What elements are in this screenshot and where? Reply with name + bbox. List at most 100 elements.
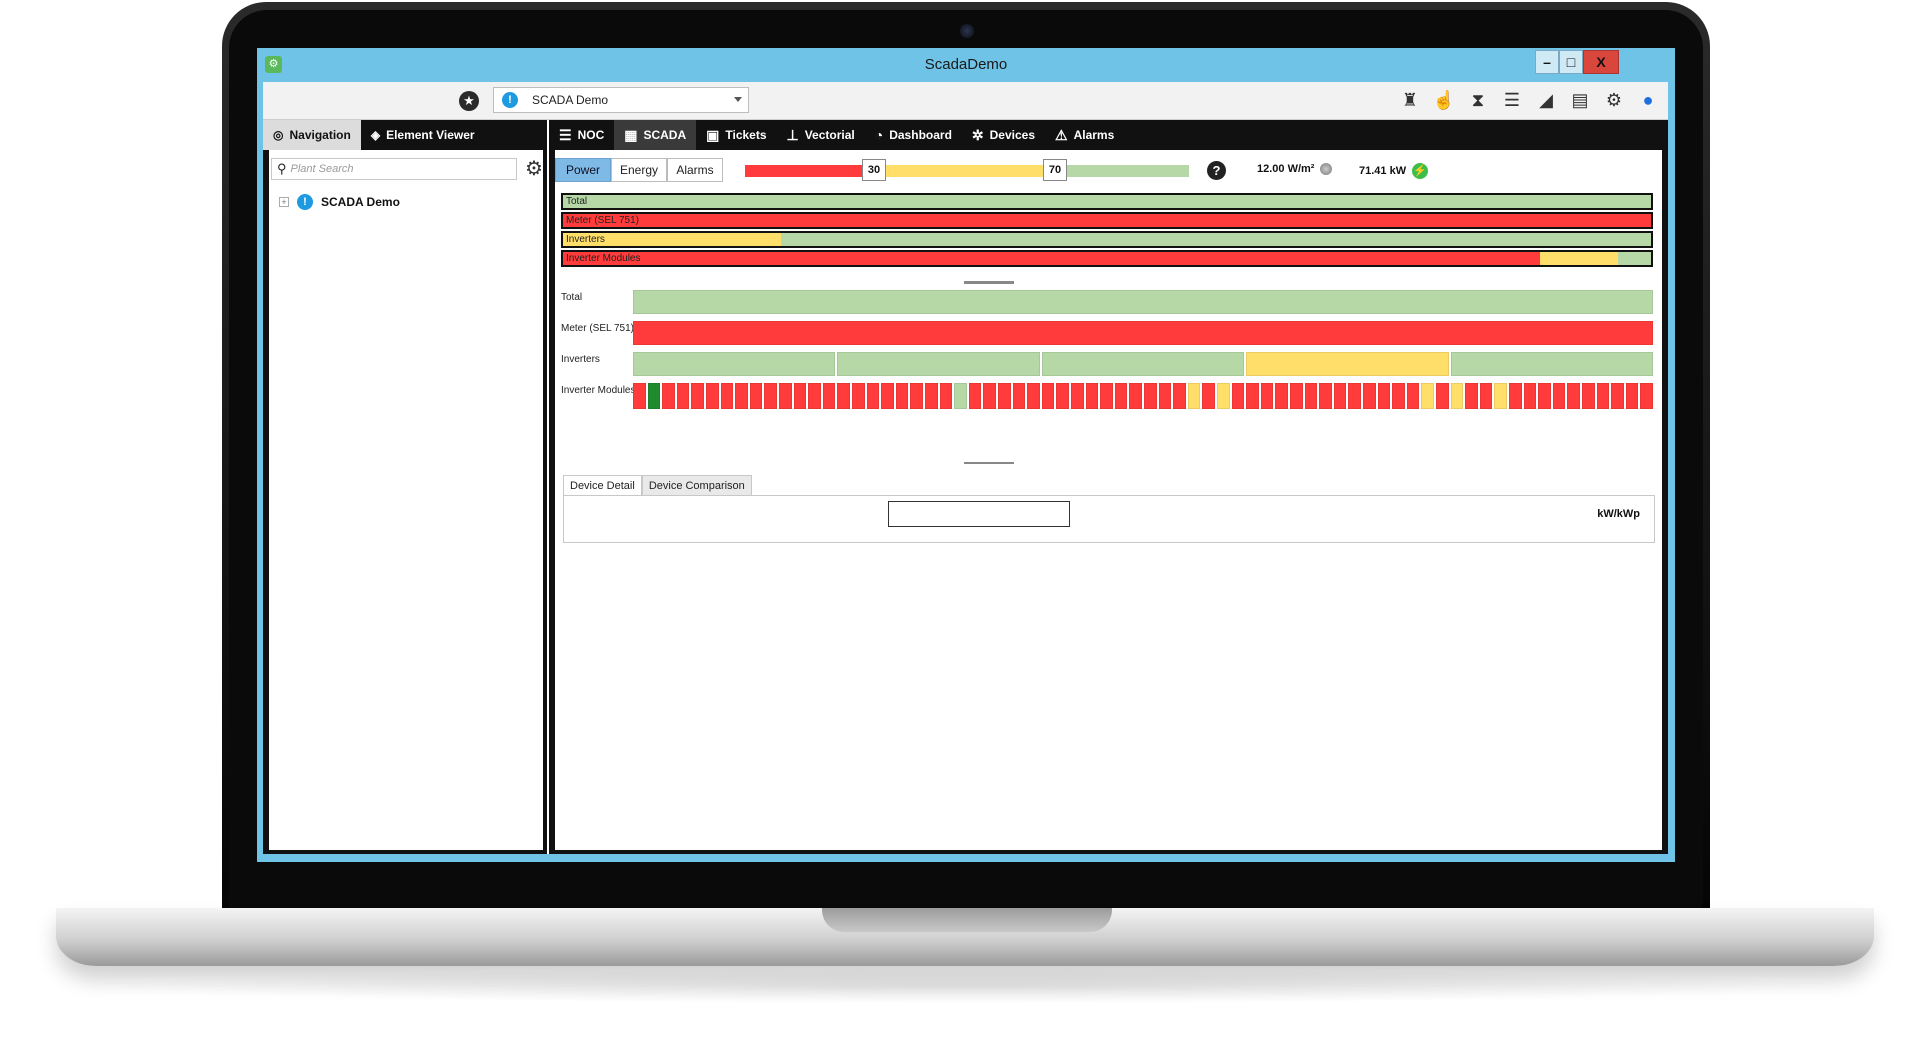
tree-item-scada-demo[interactable]: + ! SCADA Demo [279,194,400,210]
slider-high-thumb[interactable]: 70 [1043,159,1067,181]
device-status-cell[interactable] [676,383,690,409]
device-status-cell[interactable] [1114,383,1128,409]
device-status-cell[interactable] [939,383,953,409]
device-status-cell[interactable] [633,383,646,409]
hand-pointer-icon[interactable]: ☝ [1432,89,1456,110]
document-icon[interactable]: ▤ [1571,89,1589,110]
tab-device-detail[interactable]: Device Detail [563,475,642,495]
device-status-cell[interactable] [1027,383,1040,409]
device-status-cell[interactable] [779,383,792,409]
device-status-cell[interactable] [720,383,734,409]
device-status-cell[interactable] [1100,383,1113,409]
device-status-cell[interactable] [1290,383,1303,409]
device-status-cell[interactable] [1041,352,1245,376]
favorite-star-icon[interactable]: ★ [459,91,479,111]
device-status-cell[interactable] [968,383,982,409]
gear-icon[interactable]: ⚙ [1605,89,1623,110]
tab-dashboard[interactable]: ◔ Dashboard [865,120,962,150]
tab-scada[interactable]: ▦ SCADA [614,120,697,150]
device-status-cell[interactable] [1552,383,1566,409]
device-status-cell[interactable] [1260,383,1274,409]
device-status-cell[interactable] [837,352,1040,376]
device-status-cell[interactable] [1421,383,1434,409]
device-status-cell[interactable] [983,383,996,409]
device-status-cell[interactable] [647,383,661,409]
device-status-cell[interactable] [1173,383,1186,409]
device-status-cell[interactable] [793,383,807,409]
user-icon[interactable]: ● [1642,89,1654,110]
device-status-cell[interactable] [633,352,836,376]
device-status-cell[interactable] [822,383,836,409]
device-detail-field[interactable] [888,501,1070,527]
device-status-cell[interactable] [998,383,1011,409]
close-button[interactable]: X [1583,50,1619,74]
device-status-cell[interactable] [954,383,967,409]
device-status-cell[interactable] [1129,383,1142,409]
device-status-cell[interactable] [1056,383,1069,409]
tab-device-comparison[interactable]: Device Comparison [641,475,752,495]
subtab-power[interactable]: Power [555,158,611,182]
device-status-cell[interactable] [1611,383,1624,409]
device-status-cell[interactable] [1071,383,1084,409]
device-status-cell[interactable] [1377,383,1391,409]
device-status-cell[interactable] [1041,383,1055,409]
device-status-cell[interactable] [749,383,763,409]
device-status-cell[interactable] [1158,383,1172,409]
tower-icon[interactable]: ♜ [1401,89,1419,110]
device-status-cell[interactable] [1246,352,1449,376]
help-icon[interactable]: ? [1207,161,1226,180]
splitter-handle[interactable] [964,281,1014,284]
splitter-handle[interactable] [964,462,1014,464]
device-status-cell[interactable] [1625,383,1639,409]
device-status-cell[interactable] [1202,383,1215,409]
device-status-cell[interactable] [1231,383,1245,409]
device-status-cell[interactable] [881,383,894,409]
minimize-button[interactable]: – [1535,50,1559,74]
device-status-cell[interactable] [1012,383,1026,409]
device-status-cell[interactable] [1436,383,1449,409]
summary-bar-inverter-modules[interactable]: Inverter Modules [561,250,1653,267]
subtab-alarms[interactable]: Alarms [667,158,723,182]
device-status-cell[interactable] [1596,383,1610,409]
tab-noc[interactable]: ☰ NOC [549,120,614,150]
plant-search-input[interactable]: ⚲ Plant Search [271,158,517,180]
device-status-cell[interactable] [1450,352,1653,376]
hourglass-icon[interactable]: ⧗ [1471,89,1485,110]
device-status-cell[interactable] [1392,383,1405,409]
device-status-cell[interactable] [1640,383,1653,409]
plant-select[interactable]: ! SCADA Demo [493,87,749,113]
device-status-cell[interactable] [764,383,777,409]
device-status-cell[interactable] [1144,383,1157,409]
device-status-cell[interactable] [837,383,850,409]
tree-expander[interactable]: + [279,197,289,207]
device-status-cell[interactable] [1333,383,1347,409]
tab-vectorial[interactable]: ⊥ Vectorial [777,120,865,150]
device-status-cell[interactable] [1450,383,1464,409]
device-status-cell[interactable] [633,290,1653,314]
tab-tickets[interactable]: ▣ Tickets [696,120,776,150]
device-status-cell[interactable] [1479,383,1493,409]
maximize-button[interactable]: □ [1559,50,1583,74]
tab-alarms[interactable]: ⚠ Alarms [1045,120,1124,150]
device-status-cell[interactable] [1187,383,1201,409]
device-status-cell[interactable] [1582,383,1595,409]
threshold-slider[interactable]: 30 70 [745,159,1189,181]
device-status-cell[interactable] [808,383,821,409]
database-icon[interactable]: ☰ [1503,89,1521,110]
device-status-cell[interactable] [1246,383,1259,409]
device-status-cell[interactable] [1085,383,1099,409]
tab-navigation[interactable]: ◎ Navigation [263,120,361,150]
device-status-cell[interactable] [1567,383,1580,409]
device-status-cell[interactable] [1275,383,1288,409]
device-status-cell[interactable] [633,321,1653,345]
device-status-cell[interactable] [662,383,675,409]
device-status-cell[interactable] [895,383,909,409]
device-status-cell[interactable] [1363,383,1376,409]
subtab-energy[interactable]: Energy [611,158,667,182]
device-status-cell[interactable] [1217,383,1230,409]
summary-bar-meter[interactable]: Meter (SEL 751) [561,212,1653,229]
device-status-cell[interactable] [866,383,880,409]
slider-low-thumb[interactable]: 30 [862,159,886,181]
device-status-cell[interactable] [706,383,719,409]
device-status-cell[interactable] [1538,383,1551,409]
